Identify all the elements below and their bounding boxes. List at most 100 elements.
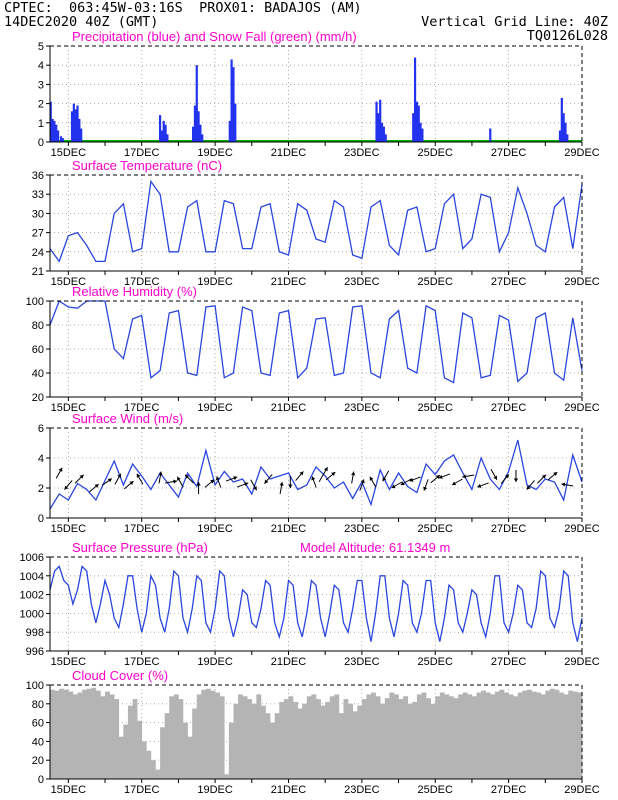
wind-arrow-head <box>513 478 519 482</box>
panel-1-ytick-label: 2 <box>38 99 44 111</box>
cloud-bar <box>146 750 152 779</box>
precip-bar <box>412 113 415 142</box>
cloud-bar <box>196 694 202 779</box>
wind-arrow-head <box>331 472 336 477</box>
panel-2-series-line <box>49 179 583 263</box>
cloud-bar <box>393 694 399 779</box>
cloud-bar <box>251 703 257 779</box>
wind-arrow-head <box>136 473 141 478</box>
cloud-bar <box>224 774 230 779</box>
panel-2-ytick-label: 21 <box>32 266 44 278</box>
panel-3-ytick-label: 20 <box>32 392 44 404</box>
precip-bar <box>230 59 233 142</box>
panel-1-xtick-label: 19DEC <box>197 147 233 159</box>
cloud-bar <box>132 699 138 779</box>
panel-4-xtick-label: 21DEC <box>271 523 307 535</box>
wind-arrow-head <box>173 479 177 484</box>
cloud-bar <box>375 696 381 779</box>
wind-arrow-head <box>299 471 304 476</box>
precip-bar <box>193 105 197 142</box>
panel-1-xtick-label: 21DEC <box>271 147 307 159</box>
panel-4-xtick-label: 17DEC <box>124 523 160 535</box>
cloud-bar <box>215 692 220 779</box>
cloud-bar <box>371 692 376 779</box>
precip-bar <box>76 105 79 142</box>
panel-2-xtick-label: 15DEC <box>51 276 87 288</box>
panel-3-title: Relative Humidity (%) <box>72 284 197 299</box>
cloud-bar <box>201 689 207 779</box>
cloud-bar <box>380 703 386 779</box>
header-model-id: TQ0126L028 <box>526 28 608 44</box>
cloud-bar <box>577 692 583 779</box>
cloud-bar <box>86 688 92 779</box>
wind-arrow-head <box>526 485 531 490</box>
cloud-bar <box>554 689 560 779</box>
panel-2-ytick-label: 30 <box>32 208 44 220</box>
cloud-bar <box>357 705 363 779</box>
cloud-bar <box>352 711 358 779</box>
panel-2-ytick-label: 27 <box>32 228 44 240</box>
cloud-bar <box>105 691 110 779</box>
cloud-bar <box>233 703 239 779</box>
panel-5-ytick-label: 1006 <box>20 552 44 564</box>
precip-bar <box>382 126 385 142</box>
panel-1-ytick-label: 4 <box>38 60 44 72</box>
cloud-bar <box>256 694 262 779</box>
panel-5-series-line <box>49 565 583 642</box>
cloud-bar <box>416 694 422 779</box>
panel-2-xtick-label: 29DEC <box>564 276 600 288</box>
panel-2-ytick-label: 24 <box>32 247 44 259</box>
precip-bar <box>415 101 418 142</box>
wind-arrow-head <box>58 467 63 472</box>
panel-5-ytick-label: 1000 <box>20 608 44 620</box>
panel-3-xtick-label: 27DEC <box>491 402 527 414</box>
cloud-bar <box>421 692 427 779</box>
cloud-bar <box>384 698 390 779</box>
cloud-bar <box>334 694 340 779</box>
panel-6-xtick-label: 23DEC <box>344 784 380 796</box>
cloud-bar <box>141 741 147 779</box>
precip-bar <box>191 126 195 142</box>
cloud-bar <box>123 724 129 779</box>
panel-2-xtick-label: 27DEC <box>491 276 527 288</box>
precip-bar <box>56 130 60 142</box>
header-line1: CPTEC: 063:45W-03:16S PROX01: BADAJOS (A… <box>4 0 362 16</box>
panel-6-xtick-label: 19DEC <box>197 784 233 796</box>
panel-4-series-line <box>49 439 583 510</box>
panel-2-title: Surface Temperature (nC) <box>72 158 222 173</box>
panel-2-xtick-label: 23DEC <box>344 276 380 288</box>
precip-bar <box>53 120 56 142</box>
panel-3-xtick-label: 21DEC <box>271 402 307 414</box>
panel-1-xtick-label: 27DEC <box>491 147 527 159</box>
cloud-bar <box>54 690 60 779</box>
panel-3-ytick-label: 80 <box>32 320 44 332</box>
cloud-bar <box>467 694 473 779</box>
cloud-bar <box>91 687 97 779</box>
cloud-bar <box>563 694 569 779</box>
panel-2-xtick-label: 25DEC <box>418 276 454 288</box>
cloud-bar <box>297 708 303 779</box>
cloud-bar <box>228 722 234 779</box>
panel-6-ytick-label: 80 <box>32 699 44 711</box>
panel-6-xtick-label: 27DEC <box>491 784 527 796</box>
panel-6-title: Cloud Cover (%) <box>72 668 168 683</box>
wind-arrow-head <box>409 477 414 482</box>
cloud-bar <box>187 736 193 779</box>
wind-arrow-head <box>177 476 181 481</box>
precip-bar <box>164 124 167 142</box>
cloud-bar <box>343 699 349 779</box>
cloud-bar <box>485 692 491 779</box>
cloud-bar <box>118 736 124 779</box>
panel-6-xtick-label: 15DEC <box>51 784 87 796</box>
wind-arrow-head <box>369 476 374 481</box>
cloud-bar <box>164 713 170 779</box>
panel-5-ytick-label: 998 <box>26 627 44 639</box>
panel-5-xtick-label: 27DEC <box>491 656 527 668</box>
cloud-bar <box>270 722 276 779</box>
cloud-bar <box>155 769 161 779</box>
cloud-bar <box>572 691 578 779</box>
panel-4-xtick-label: 15DEC <box>51 523 87 535</box>
precip-bar <box>380 122 384 142</box>
panel-5-xtick-label: 29DEC <box>564 656 600 668</box>
cloud-bar <box>526 689 532 779</box>
